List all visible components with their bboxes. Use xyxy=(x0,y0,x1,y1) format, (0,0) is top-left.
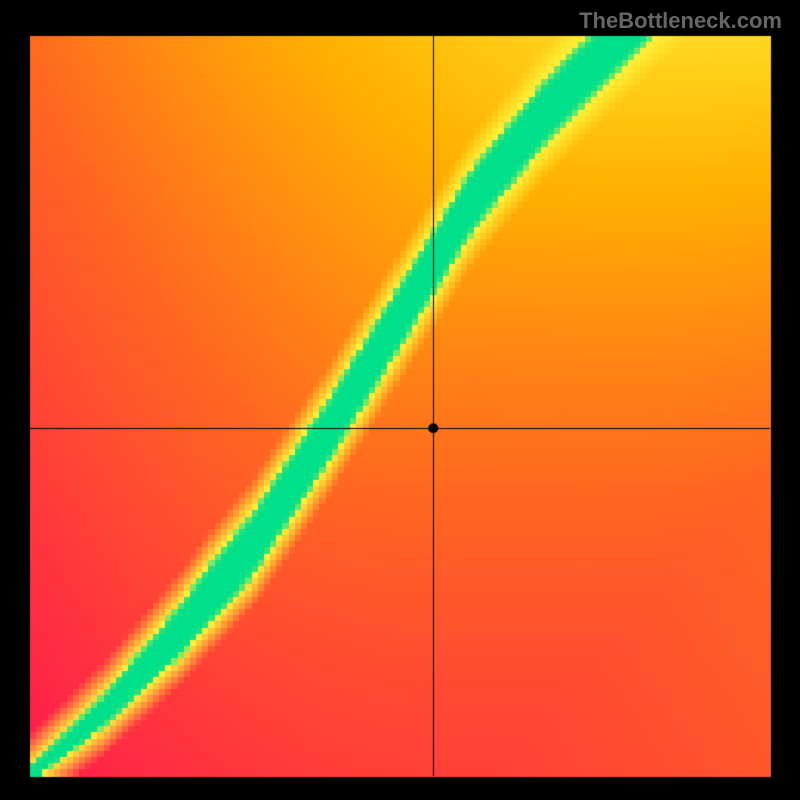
watermark-text: TheBottleneck.com xyxy=(579,8,782,34)
chart-container: TheBottleneck.com xyxy=(0,0,800,800)
bottleneck-heatmap xyxy=(0,0,800,800)
